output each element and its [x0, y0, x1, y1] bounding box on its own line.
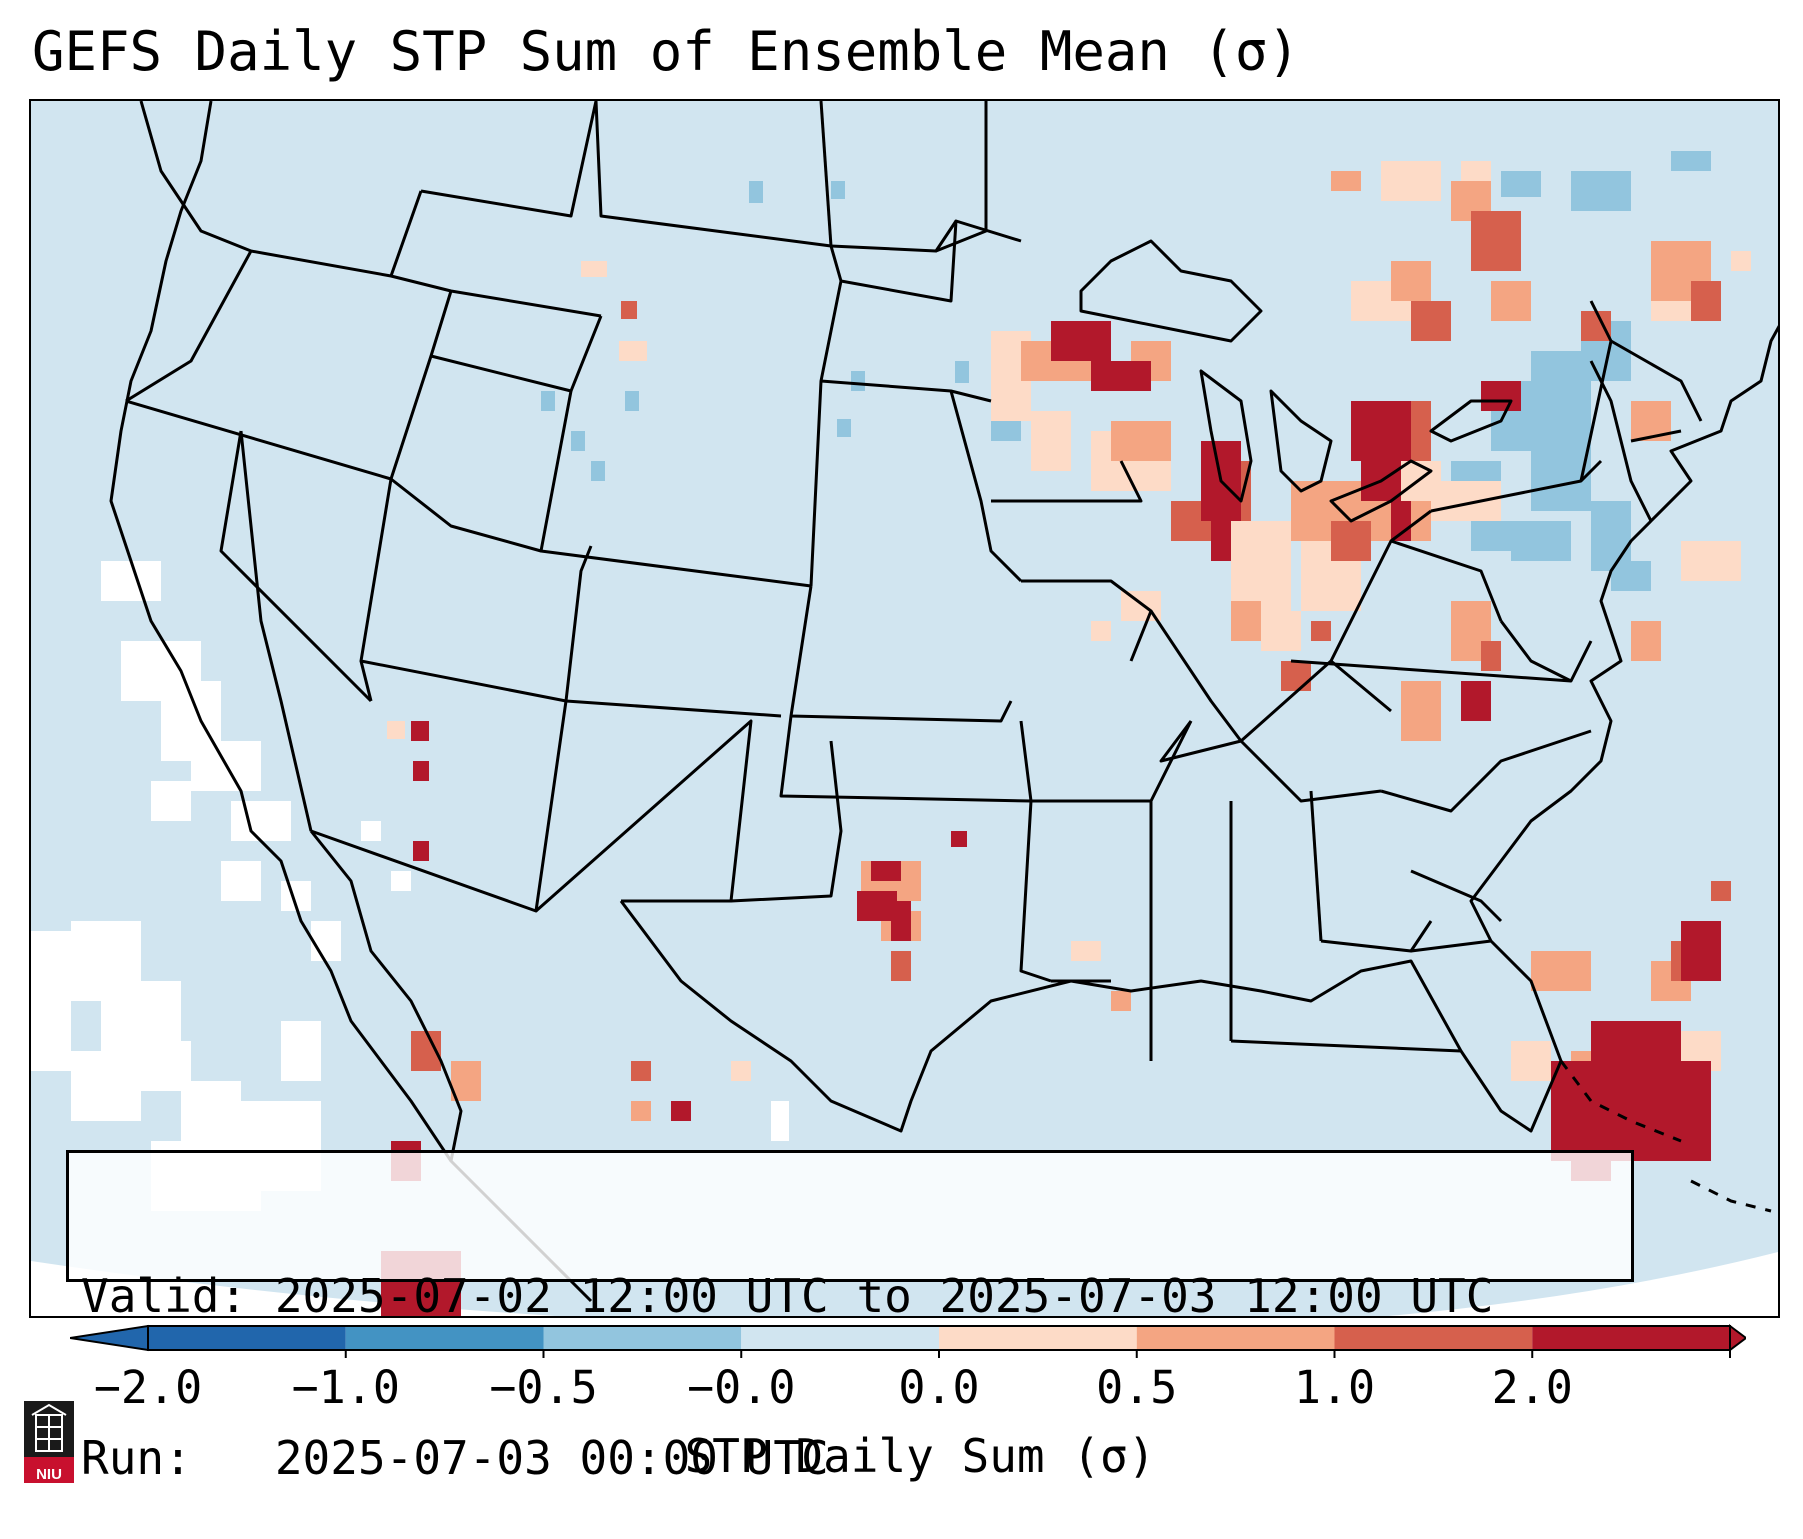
colorbar-tick-label: 0.5 — [1096, 1361, 1178, 1414]
map-canvas — [31, 101, 1778, 1316]
map-frame — [29, 99, 1780, 1318]
colorbar-segment — [543, 1326, 742, 1350]
colorbar-segment — [939, 1326, 1137, 1350]
colorbar-segment — [1334, 1326, 1533, 1350]
colorbar-tick-label: −0.5 — [489, 1361, 598, 1414]
colorbar-extend-high — [1729, 1324, 1746, 1352]
colorbar-tick-label: −0.0 — [687, 1361, 796, 1414]
colorbar — [70, 1324, 1746, 1358]
colorbar-segment — [1136, 1326, 1335, 1350]
run-time-text: Run: 2025-07-03 00:00 UTC — [81, 1431, 829, 1485]
logo-banner — [24, 1457, 74, 1483]
colorbar-tick-label: 2.0 — [1491, 1361, 1573, 1414]
near-zero-patches — [31, 561, 789, 1211]
state-borders — [125, 101, 1703, 1061]
colorbar-segment — [148, 1326, 346, 1350]
coastlines — [109, 101, 1778, 1303]
valid-time-text: Valid: 2025-07-02 12:00 UTC to 2025-07-0… — [81, 1269, 1494, 1323]
colorbar-segment — [741, 1326, 939, 1350]
colorbar-tick-label: 0.0 — [898, 1361, 980, 1414]
colorbar-tick-label: −2.0 — [93, 1361, 203, 1414]
colorbar-extend-low — [70, 1324, 149, 1352]
logo-text: NIU — [36, 1466, 62, 1483]
colorbar-tick-label: 1.0 — [1293, 1361, 1376, 1414]
colorbar-label: STP Daily Sum (σ) — [684, 1429, 1156, 1483]
niu-logo: NIU — [22, 1395, 76, 1489]
niu-logo-icon — [24, 1401, 74, 1483]
domain-area — [31, 101, 1778, 1316]
info-box: Valid: 2025-07-02 12:00 UTC to 2025-07-0… — [66, 1150, 1634, 1485]
colorbar-segment — [1532, 1326, 1730, 1350]
colorbar-segment — [345, 1326, 544, 1350]
colorbar-tick-label: −1.0 — [291, 1361, 400, 1414]
map-title: GEFS Daily STP Sum of Ensemble Mean (σ) — [32, 20, 1300, 83]
extreme-positive-cells — [381, 321, 1721, 1316]
negative-anomaly-cells — [541, 151, 1711, 591]
